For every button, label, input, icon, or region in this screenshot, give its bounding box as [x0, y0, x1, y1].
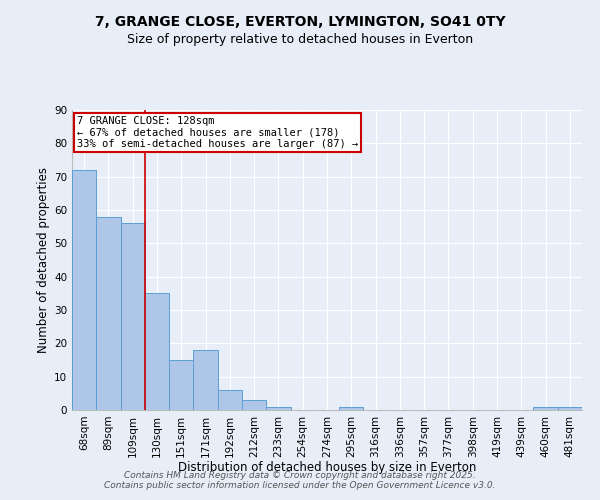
- Bar: [558, 406, 582, 410]
- Bar: [145, 294, 169, 410]
- Bar: [96, 216, 121, 410]
- Bar: [72, 170, 96, 410]
- Bar: [121, 224, 145, 410]
- Bar: [169, 360, 193, 410]
- Bar: [533, 406, 558, 410]
- Bar: [242, 400, 266, 410]
- Text: 7 GRANGE CLOSE: 128sqm
← 67% of detached houses are smaller (178)
33% of semi-de: 7 GRANGE CLOSE: 128sqm ← 67% of detached…: [77, 116, 358, 149]
- X-axis label: Distribution of detached houses by size in Everton: Distribution of detached houses by size …: [178, 461, 476, 474]
- Text: Size of property relative to detached houses in Everton: Size of property relative to detached ho…: [127, 32, 473, 46]
- Bar: [193, 350, 218, 410]
- Text: Contains HM Land Registry data © Crown copyright and database right 2025.
Contai: Contains HM Land Registry data © Crown c…: [104, 470, 496, 490]
- Y-axis label: Number of detached properties: Number of detached properties: [37, 167, 50, 353]
- Bar: [339, 406, 364, 410]
- Text: 7, GRANGE CLOSE, EVERTON, LYMINGTON, SO41 0TY: 7, GRANGE CLOSE, EVERTON, LYMINGTON, SO4…: [95, 15, 505, 29]
- Bar: [266, 406, 290, 410]
- Bar: [218, 390, 242, 410]
